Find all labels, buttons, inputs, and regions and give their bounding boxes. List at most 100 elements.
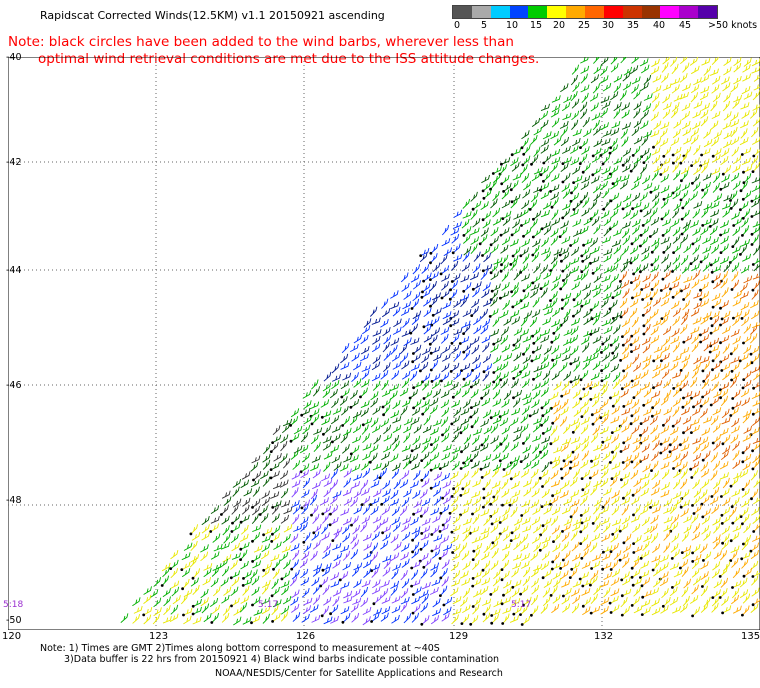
wind-barb xyxy=(580,424,589,435)
wind-barb xyxy=(349,415,358,426)
wind-barb xyxy=(203,563,213,571)
wind-barb xyxy=(581,146,590,155)
quality-flag-circle xyxy=(439,511,443,515)
wind-barb xyxy=(493,599,503,608)
wind-barb xyxy=(651,92,660,103)
quality-flag-circle xyxy=(671,153,675,157)
wind-barb xyxy=(353,334,363,344)
wind-barb xyxy=(609,220,619,230)
time-label: 5:17 xyxy=(258,600,279,610)
wind-barb xyxy=(690,191,698,201)
wind-barb xyxy=(292,514,300,525)
wind-barb xyxy=(570,246,580,256)
wind-barb xyxy=(401,378,410,389)
quality-flag-circle xyxy=(441,523,445,527)
wind-barb xyxy=(501,236,511,246)
quality-flag-circle xyxy=(680,289,683,293)
wind-barb xyxy=(483,515,491,526)
lat-label-48: -48 xyxy=(6,495,22,506)
wind-barb xyxy=(441,576,449,587)
wind-barb xyxy=(503,353,513,362)
wind-barb xyxy=(570,461,580,469)
wind-barb xyxy=(262,453,271,463)
quality-flag-circle xyxy=(420,459,424,462)
wind-barb xyxy=(550,130,560,140)
wind-barb xyxy=(692,244,700,255)
wind-barb xyxy=(322,513,330,524)
wind-barb xyxy=(560,442,570,452)
wind-barb xyxy=(290,543,300,552)
colorbar-label: 15 xyxy=(530,20,543,31)
wind-barb xyxy=(742,593,751,604)
wind-barb xyxy=(641,479,650,489)
wind-barb xyxy=(261,605,271,615)
quality-flag-circle xyxy=(610,477,614,480)
wind-barb xyxy=(619,522,629,532)
wind-barb xyxy=(390,453,399,463)
quality-flag-circle xyxy=(719,233,722,237)
wind-barb xyxy=(441,273,450,282)
quality-flag-circle xyxy=(499,442,503,446)
wind-barb xyxy=(592,119,600,131)
wind-barb xyxy=(593,57,600,64)
wind-barb xyxy=(652,578,661,588)
wind-barb xyxy=(542,587,551,598)
wind-barb xyxy=(240,595,250,604)
wind-barb xyxy=(341,524,350,535)
wind-barb xyxy=(650,335,660,344)
quality-flag-circle xyxy=(528,414,532,418)
wind-barb xyxy=(383,433,393,442)
wind-barb xyxy=(431,525,440,535)
wind-barb xyxy=(490,507,499,517)
wind-barb xyxy=(680,190,689,201)
quality-flag-circle xyxy=(471,584,475,588)
wind-barb xyxy=(461,262,471,272)
wind-barb xyxy=(720,450,729,461)
wind-barb xyxy=(322,382,332,392)
wind-barb xyxy=(571,110,580,121)
wind-barb xyxy=(681,110,691,121)
quality-flag-circle xyxy=(540,406,544,410)
wind-barb xyxy=(693,291,703,299)
wind-barb xyxy=(481,289,490,299)
quality-flag-circle xyxy=(422,325,426,329)
quality-flag-circle xyxy=(672,467,675,470)
wind-barb xyxy=(231,552,241,560)
wind-barb xyxy=(683,136,692,145)
wind-barb xyxy=(513,389,523,399)
wind-barb xyxy=(482,353,492,364)
wind-barb xyxy=(550,281,559,291)
wind-barb xyxy=(601,372,611,382)
wind-barb xyxy=(540,264,549,275)
wind-barb xyxy=(690,461,700,470)
wind-barb xyxy=(742,379,752,389)
quality-flag-circle xyxy=(411,360,415,364)
quality-flag-circle xyxy=(611,404,615,408)
wind-barb xyxy=(550,425,558,436)
wind-barb xyxy=(290,500,300,508)
wind-barb xyxy=(751,66,760,74)
wind-barb xyxy=(280,434,289,444)
quality-flag-circle xyxy=(182,613,185,617)
wind-barb xyxy=(323,371,332,382)
wind-barb xyxy=(450,587,459,597)
wind-barb xyxy=(742,147,752,155)
wind-barb xyxy=(592,166,602,176)
wind-barb xyxy=(240,479,250,489)
wind-barb xyxy=(401,370,411,380)
wind-barb xyxy=(640,487,649,497)
wind-barb xyxy=(563,587,572,597)
quality-flag-circle xyxy=(591,422,595,426)
quality-flag-circle xyxy=(349,452,353,456)
wind-barb xyxy=(721,287,729,298)
wind-barb xyxy=(532,244,540,256)
wind-barb xyxy=(530,551,539,561)
wind-barb xyxy=(482,382,492,391)
wind-barb xyxy=(730,198,739,209)
quality-flag-circle xyxy=(639,244,642,248)
quality-flag-circle xyxy=(621,335,624,338)
wind-barb xyxy=(312,584,321,595)
wind-barb xyxy=(189,557,198,568)
wind-barb xyxy=(523,281,532,292)
quality-flag-circle xyxy=(419,547,423,551)
